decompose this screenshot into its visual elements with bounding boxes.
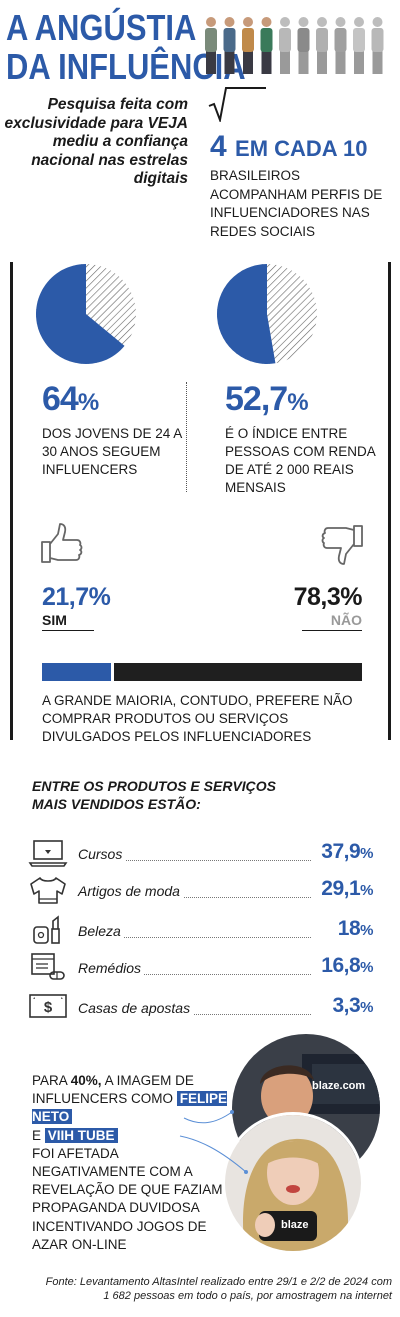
stat-number: 4 [210, 130, 227, 163]
product-leader-dots [78, 897, 311, 898]
pie-chart-youth [35, 264, 136, 364]
product-name: Cursos [78, 846, 126, 862]
person-figure [353, 17, 365, 74]
product-name: Beleza [78, 923, 124, 939]
product-value: 3,3% [332, 994, 373, 1018]
product-symbol: % [360, 999, 373, 1016]
pie-value-slice [217, 264, 276, 364]
page-title: A ANGÚSTIA DA INFLUÊNCIA [6, 7, 246, 87]
vote-description: A GRANDE MAIORIA, CONTUDO, PREFERE NÃO C… [42, 693, 353, 744]
people-icon [205, 17, 384, 74]
thumbs-down-icon [321, 525, 363, 565]
svg-text:$: $ [44, 999, 53, 1016]
nao-underline [302, 630, 362, 631]
product-leader-dots [78, 974, 311, 975]
nao-bar-segment [114, 663, 362, 681]
person-figure [279, 17, 291, 74]
product-number: 3,3 [332, 994, 361, 1017]
product-row-cursos: Cursos 37,9% [28, 838, 373, 868]
pie1-value: 64 [42, 380, 79, 418]
pie1-description: DOS JOVENS DE 24 A 30 ANOS SEGUEM INFLUE… [42, 426, 182, 477]
pie1-percentage: 64% [42, 380, 99, 419]
dotted-divider [186, 382, 187, 492]
bottom-paragraph: PARA 40%, A IMAGEM DE INFLUENCERS COMO F… [32, 1072, 232, 1254]
person-figure [205, 17, 217, 74]
product-value: 16,8% [321, 954, 373, 978]
product-symbol: % [360, 959, 373, 976]
person-figure [260, 17, 273, 74]
money-icon: $ [29, 994, 67, 1018]
product-leader-dots [78, 860, 311, 861]
subtitle: Pesquisa feita com exclusividade para VE… [4, 96, 188, 187]
bottom-text-mid: A IMAGEM DE INFLUENCERS COMO [32, 1073, 194, 1107]
nao-percentage: 78,3% [293, 583, 363, 611]
person-figure [334, 17, 347, 74]
stat-headline: 4 EM CADA 10 [210, 130, 367, 164]
sim-underline [42, 630, 94, 631]
bottom-text-post: FOI AFETADA NEGATIVAMENTE COM A REVELAÇÃ… [32, 1145, 223, 1252]
blaze-logo-text-1: blaze.com [312, 1080, 366, 1092]
product-row-apostas: $ Casas de apostas 3,3% [28, 992, 373, 1022]
person-figure [316, 17, 328, 74]
pie-chart-income [217, 264, 317, 364]
product-number: 18 [337, 917, 361, 940]
bottom-text-pre: PARA [32, 1073, 71, 1088]
bottom-text-bold: 40%, [70, 1073, 102, 1088]
sweater-icon [30, 877, 66, 904]
pie2-symbol: % [287, 389, 308, 416]
product-value: 29,1% [321, 877, 373, 901]
product-leader-dots [78, 937, 311, 938]
product-symbol: % [360, 882, 373, 899]
laptop-icon [28, 840, 68, 867]
frame-right-line [388, 262, 391, 740]
product-name: Casas de apostas [78, 1000, 194, 1016]
product-symbol: % [360, 845, 373, 862]
title-line-1: A ANGÚSTIA [6, 7, 197, 48]
blaze-logo-text-2: blaze [281, 1219, 309, 1231]
pie2-description: É O ÍNDICE ENTRE PESSOAS COM RENDA DE AT… [225, 426, 376, 495]
pie2-value: 52,7 [225, 380, 288, 418]
product-value: 37,9% [321, 840, 373, 864]
product-value: 18% [337, 917, 374, 941]
product-number: 29,1 [321, 877, 361, 900]
product-row-remedios: Remédios 16,8% [28, 952, 373, 982]
product-row-moda: Artigos de moda 29,1% [28, 875, 373, 905]
stat-number-text: EM CADA 10 [235, 136, 368, 161]
product-symbol: % [360, 922, 373, 939]
bottom-text-e: E [32, 1127, 45, 1143]
sim-nao-bar [42, 663, 362, 681]
title-line-2: DA INFLUÊNCIA [6, 46, 246, 87]
pills-icon [31, 953, 65, 980]
product-row-beleza: Beleza 18% [28, 915, 373, 945]
product-name: Remédios [78, 960, 145, 976]
person-figure [223, 17, 236, 74]
square-root-icon [208, 87, 266, 122]
pie-value-slice [35, 264, 125, 364]
source-note: Fonte: Levantamento AltasIntel realizado… [45, 1276, 392, 1302]
product-number: 37,9 [321, 840, 361, 863]
product-name: Artigos de moda [78, 883, 183, 899]
person-figure [297, 17, 310, 74]
frame-left-line [10, 262, 13, 740]
thumbs-up-icon [41, 523, 83, 563]
viih-tube-photo: blaze [222, 1112, 364, 1254]
pie2-percentage: 52,7% [225, 380, 309, 419]
person-figure [371, 17, 384, 74]
nao-label: NÃO [330, 612, 362, 628]
product-number: 16,8 [321, 954, 361, 977]
sim-percentage: 21,7% [42, 583, 111, 611]
person-figure [242, 17, 254, 74]
lipstick-icon [33, 915, 60, 944]
stat-description: BRASILEIROS ACOMPANHAM PERFIS DE INFLUEN… [210, 168, 383, 239]
sim-label: SIM [42, 612, 67, 628]
viih-tube-tag: VIIH TUBE [44, 1127, 118, 1143]
product-leader-dots [78, 1014, 311, 1015]
pie1-symbol: % [77, 389, 99, 416]
products-title: ENTRE OS PRODUTOS E SERVIÇOS MAIS VENDID… [32, 778, 277, 812]
sim-bar-segment [42, 663, 111, 681]
